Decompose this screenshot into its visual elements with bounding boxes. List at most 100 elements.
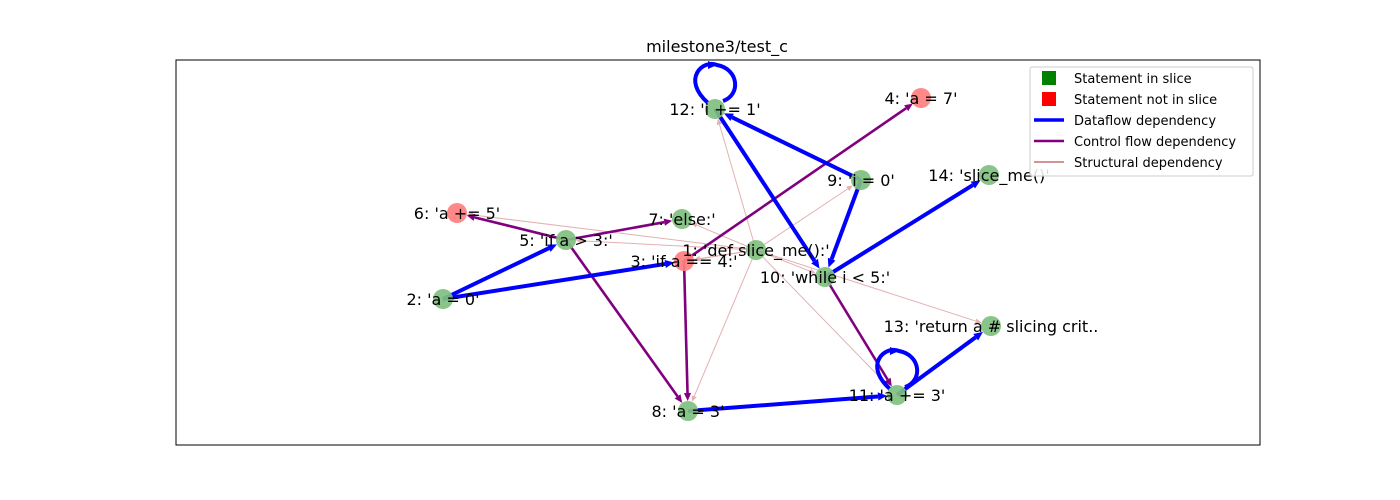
edge-dataflow-n2-n3 xyxy=(442,259,675,301)
edge-control-n3-n8-line xyxy=(682,260,689,394)
edge-control-n3-n4-arrowhead xyxy=(904,103,913,112)
edge-dataflow-n12-n10 xyxy=(713,107,820,269)
node-label-n3: 3: 'if a == 4:' xyxy=(631,252,738,271)
legend-label-control: Control flow dependency xyxy=(1074,135,1236,150)
edges-layer xyxy=(442,61,983,413)
edge-dataflow-n12-n10-line xyxy=(713,107,817,263)
edge-structural-n1-n7-arrowhead xyxy=(691,222,698,228)
edge-structural-n1-n8-arrowhead xyxy=(691,395,697,402)
edge-control-n3-n8-arrowhead xyxy=(683,392,692,402)
edge-structural-n1-n5-arrowhead xyxy=(575,238,583,244)
node-label-n13: 13: 'return a # slicing crit.. xyxy=(884,317,1099,336)
node-label-n5: 5: 'if a > 3:' xyxy=(519,231,613,250)
edge-structural-n1-n13-arrowhead xyxy=(974,318,982,324)
edge-structural-n1-n11-line xyxy=(755,249,887,384)
edge-structural-n1-n13 xyxy=(755,249,982,324)
edge-control-n5-n6-arrowhead xyxy=(466,213,476,221)
edge-dataflow-n11-n11-loop xyxy=(875,347,920,391)
edge-structural-n1-n12-arrowhead xyxy=(716,118,723,126)
legend-label-not-in-slice: Statement not in slice xyxy=(1074,93,1217,108)
node-n6-not-in-slice xyxy=(447,203,467,223)
nodes-layer xyxy=(433,88,1001,421)
node-n5-in-slice xyxy=(556,230,576,250)
edge-dataflow-n8-n11 xyxy=(687,392,888,413)
labels-layer: 1: 'def slice_me():' 2: 'a = 0' 3: 'if a =… xyxy=(406,89,1098,421)
edge-dataflow-n11-n11-arrowhead xyxy=(890,347,899,355)
edge-dataflow-n10-n14 xyxy=(823,180,981,279)
edge-control-n5-n6-line xyxy=(474,216,567,242)
node-label-n7: 7: 'else:' xyxy=(648,210,715,229)
edge-dataflow-n9-n10-line xyxy=(829,179,863,260)
edge-control-n5-n6 xyxy=(466,213,567,242)
edge-structural-n1-n8-line xyxy=(693,249,757,397)
edge-dataflow-n9-n10-arrowhead xyxy=(827,257,836,268)
edge-dataflow-n8-n11-arrowhead xyxy=(877,392,888,401)
edge-dataflow-n2-n5 xyxy=(442,244,557,301)
edge-dataflow-n2-n5-line xyxy=(442,246,550,301)
edge-structural-n1-n12-line xyxy=(718,124,757,251)
edge-dataflow-n9-n12-arrowhead xyxy=(723,113,734,121)
legend-marker-in-slice xyxy=(1042,71,1056,85)
edge-control-n3-n4 xyxy=(683,103,913,263)
node-n8-in-slice xyxy=(678,401,698,421)
edge-control-n3-n8 xyxy=(682,260,692,402)
node-n11-in-slice xyxy=(887,385,907,405)
edge-dataflow-n12-n12-path xyxy=(693,61,738,105)
node-label-n1: 1: 'def slice_me():' xyxy=(682,241,829,261)
edge-structural-n1-n12 xyxy=(716,118,757,251)
node-label-n10: 10: 'while i < 5:' xyxy=(760,268,890,287)
edge-control-n5-n7-line xyxy=(565,220,665,242)
legend-label-structural: Structural dependency xyxy=(1074,156,1223,171)
edge-control-n5-n7-arrowhead xyxy=(663,218,673,226)
edge-control-n5-n8 xyxy=(564,239,683,403)
edge-dataflow-n11-n13-arrowhead xyxy=(973,331,983,341)
node-label-n8: 8: 'a = 3' xyxy=(651,402,724,421)
edge-dataflow-n2-n5-arrowhead xyxy=(547,244,557,252)
edge-structural-n1-n7 xyxy=(691,222,757,251)
legend: Statement in slice Statement not in slic… xyxy=(1029,66,1254,177)
edge-control-n10-n11-arrowhead xyxy=(884,377,892,387)
figure-title: milestone3/test_c xyxy=(646,37,788,57)
edge-control-n3-n4-line xyxy=(683,107,907,263)
edge-structural-n1-n3-arrowhead xyxy=(693,255,701,262)
node-label-n9: 9: 'i = 0' xyxy=(827,171,895,190)
node-label-n2: 2: 'a = 0' xyxy=(406,290,479,309)
node-n3-not-in-slice xyxy=(674,251,694,271)
edge-structural-n1-n9-arrowhead xyxy=(846,185,853,192)
legend-box xyxy=(1029,66,1254,177)
edge-dataflow-n2-n3-line xyxy=(442,261,666,301)
edge-structural-n1-n5 xyxy=(575,238,757,251)
edge-structural-n1-n8 xyxy=(691,249,757,402)
node-n9-in-slice xyxy=(851,170,871,190)
edge-dataflow-n11-n11-path xyxy=(875,347,920,391)
edge-structural-n1-n13-line xyxy=(755,249,976,322)
edge-control-n5-n8-arrowhead xyxy=(674,394,683,403)
legend-marker-not-in-slice xyxy=(1042,92,1056,106)
edge-dataflow-n9-n12-line xyxy=(731,115,862,182)
plot-frame xyxy=(175,59,1261,446)
edge-control-n5-n8-line xyxy=(564,239,679,398)
node-n12-in-slice xyxy=(705,99,725,119)
edge-dataflow-n9-n10 xyxy=(827,179,863,268)
edge-dataflow-n8-n11-line xyxy=(687,394,879,413)
node-n14-in-slice xyxy=(979,165,999,185)
node-label-n12: 12: 'i += 1' xyxy=(669,100,760,119)
legend-label-in-slice: Statement in slice xyxy=(1074,72,1192,87)
node-n13-in-slice xyxy=(981,316,1001,336)
node-n4-not-in-slice xyxy=(911,88,931,108)
edge-structural-n1-n9 xyxy=(755,185,853,251)
edge-structural-n1-n7-line xyxy=(696,224,757,251)
node-label-n4: 4: 'a = 7' xyxy=(884,89,957,108)
edge-dataflow-n12-n12-arrowhead xyxy=(708,61,717,69)
edge-structural-n1-n9-line xyxy=(755,188,848,251)
legend-label-dataflow: Dataflow dependency xyxy=(1074,114,1216,129)
node-n10-in-slice xyxy=(815,267,835,287)
node-n1-in-slice xyxy=(746,240,766,260)
node-n2-in-slice xyxy=(433,289,453,309)
edge-control-n5-n7 xyxy=(565,218,673,242)
edge-dataflow-n12-n10-arrowhead xyxy=(811,258,820,269)
edge-dataflow-n10-n14-line xyxy=(823,183,974,279)
edge-structural-n1-n10-arrowhead xyxy=(809,268,816,274)
edge-dataflow-n2-n3-arrowhead xyxy=(664,259,675,268)
